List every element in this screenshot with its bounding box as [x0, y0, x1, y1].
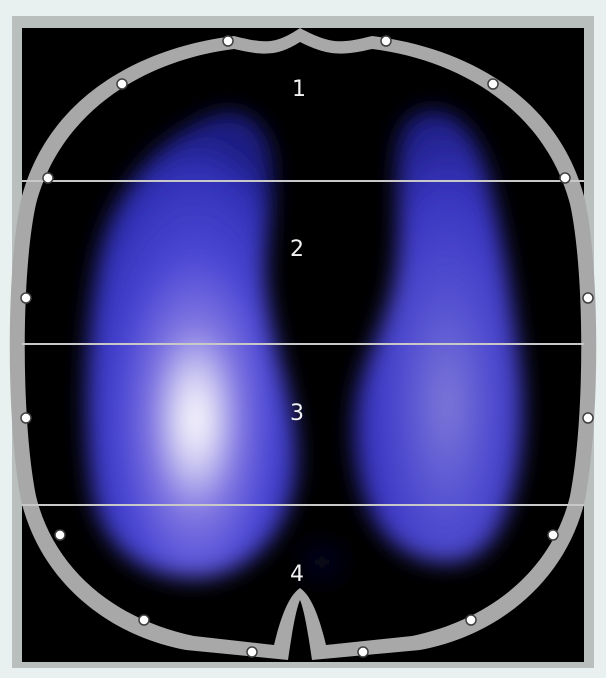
electrode-9	[357, 646, 369, 658]
electrode-2	[380, 35, 392, 47]
region-label-1: 1	[292, 77, 306, 102]
electrode-11	[138, 614, 150, 626]
electrode-7	[547, 529, 559, 541]
electrode-12	[54, 529, 66, 541]
electrode-10	[246, 646, 258, 658]
electrode-5	[582, 292, 594, 304]
electrode-4	[559, 172, 571, 184]
electrode-1	[222, 35, 234, 47]
electrode-8	[465, 614, 477, 626]
electrode-6	[582, 412, 594, 424]
right-lung	[353, 110, 523, 563]
region-label-4: 4	[290, 562, 304, 587]
electrode-3	[487, 78, 499, 90]
region-label-3: 3	[290, 401, 304, 426]
region-label-2: 2	[290, 237, 304, 262]
electrode-16	[116, 78, 128, 90]
electrodes	[20, 35, 594, 658]
electrode-14	[20, 292, 32, 304]
electrode-13	[20, 412, 32, 424]
posterior-blob	[292, 538, 352, 586]
electrode-15	[42, 172, 54, 184]
